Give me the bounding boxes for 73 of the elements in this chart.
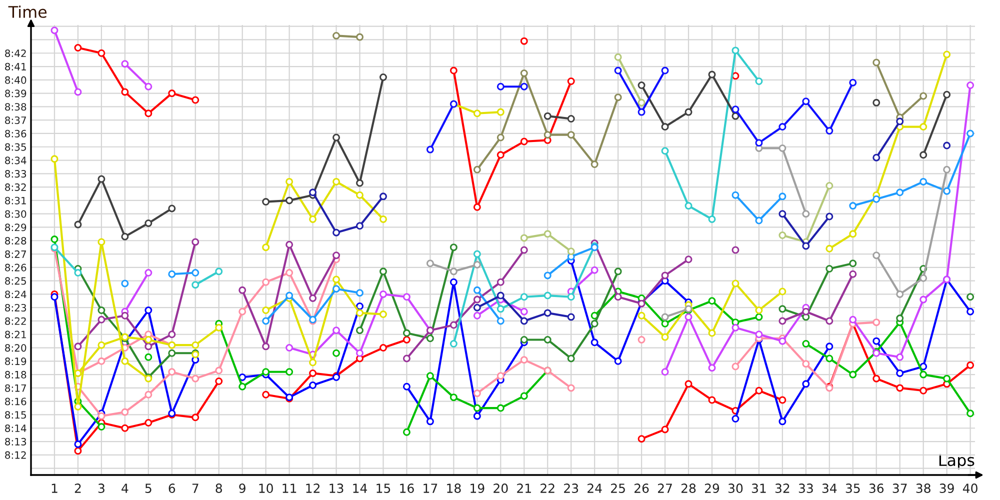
- y-tick-label: 8:22: [5, 317, 26, 325]
- x-axis-title: Laps: [939, 454, 974, 470]
- x-tick-label: 20: [494, 484, 508, 494]
- y-tick-label: 8:33: [5, 170, 26, 178]
- x-tick-label: 26: [634, 484, 649, 494]
- x-tick-label: 31: [752, 484, 766, 494]
- y-tick-label: 8:26: [5, 264, 26, 272]
- y-tick-label: 8:13: [5, 438, 26, 446]
- y-tick-label: 8:21: [5, 330, 26, 338]
- x-tick-label: 23: [564, 484, 578, 494]
- x-tick-label: 39: [940, 484, 954, 494]
- y-tick-label: 8:32: [5, 183, 26, 191]
- x-tick-label: 14: [353, 484, 368, 493]
- x-tick-label: 27: [658, 484, 672, 493]
- y-tick-label: 8:39: [5, 90, 26, 98]
- y-tick-label: 8:14: [5, 424, 26, 432]
- x-tick-label: 16: [400, 484, 414, 494]
- y-tick-label: 8:15: [5, 411, 26, 419]
- y-tick-label: 8:31: [5, 196, 26, 204]
- x-tick-label: 33: [798, 484, 813, 494]
- x-tick-label: 38: [916, 484, 930, 494]
- y-tick-label: 8:29: [5, 224, 26, 232]
- y-tick-label: 8:30: [5, 210, 26, 218]
- y-tick-label: 8:35: [5, 143, 26, 151]
- y-tick-label: 8:25: [5, 277, 26, 285]
- x-tick-label: 8: [216, 484, 222, 494]
- x-tick-label: 9: [239, 484, 246, 494]
- y-tick-label: 8:23: [5, 304, 26, 312]
- x-tick-label: 5: [145, 484, 152, 494]
- x-tick-label: 12: [306, 484, 320, 493]
- x-tick-label: 1: [52, 484, 58, 493]
- x-tick-label: 29: [704, 484, 720, 494]
- y-tick-label: 8:38: [5, 103, 26, 111]
- x-tick-label: 40: [962, 484, 978, 494]
- x-tick-label: 28: [681, 484, 696, 494]
- y-tick-label: 8:18: [5, 370, 26, 378]
- x-tick-label: 21: [517, 484, 531, 493]
- y-tick-label: 8:20: [5, 344, 26, 352]
- x-tick-label: 22: [540, 484, 554, 493]
- x-tick-label: 4: [122, 484, 128, 493]
- y-tick-label: 8:16: [5, 398, 26, 406]
- y-tick-label: 8:41: [5, 62, 26, 70]
- x-tick-label: 30: [728, 484, 743, 494]
- x-tick-label: 7: [192, 484, 198, 493]
- y-tick-label: 8:19: [5, 358, 26, 366]
- x-tick-label: 13: [330, 484, 344, 494]
- x-tick-label: 18: [447, 484, 461, 494]
- y-axis-title: Time: [8, 6, 47, 18]
- x-tick-label: 2: [74, 484, 81, 493]
- y-tick-label: 8:17: [5, 384, 26, 392]
- y-tick-label: 8:36: [5, 130, 26, 138]
- x-tick-label: 34: [822, 484, 837, 494]
- y-tick-label: 8:28: [5, 237, 26, 245]
- y-tick-label: 8:40: [5, 76, 26, 84]
- y-tick-label: 8:27: [5, 250, 26, 258]
- x-tick-label: 6: [168, 484, 176, 494]
- x-tick-label: 11: [282, 484, 296, 493]
- x-tick-label: 10: [259, 484, 273, 494]
- x-tick-label: 35: [846, 484, 860, 494]
- x-tick-label: 36: [869, 484, 884, 494]
- y-tick-label: 8:37: [5, 116, 26, 124]
- x-tick-label: 24: [588, 484, 602, 493]
- y-tick-label: 8:42: [5, 50, 26, 58]
- y-tick-label: 8:34: [5, 156, 26, 164]
- y-tick-label: 8:24: [5, 290, 26, 298]
- x-tick-label: 15: [376, 484, 390, 494]
- x-tick-label: 32: [775, 484, 790, 494]
- x-tick-label: 25: [611, 484, 625, 494]
- x-tick-label: 19: [470, 484, 484, 494]
- x-tick-label: 3: [98, 484, 104, 494]
- x-tick-label: 17: [424, 484, 438, 493]
- x-tick-label: 37: [892, 484, 907, 494]
- y-tick-label: 8:12: [5, 451, 26, 459]
